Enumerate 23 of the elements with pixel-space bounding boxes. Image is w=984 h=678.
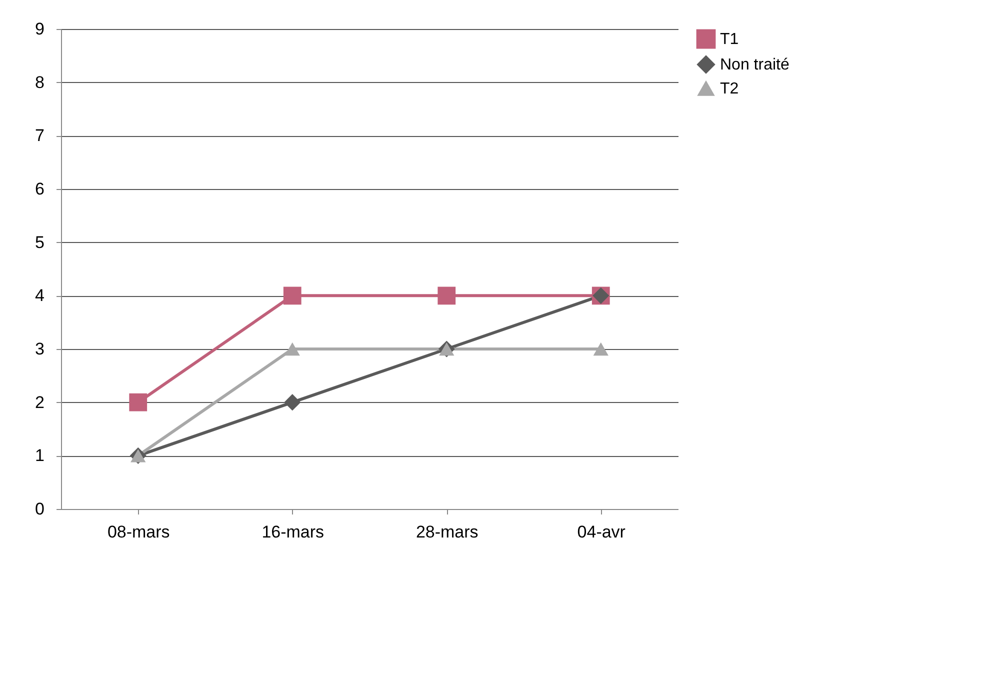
point: [438, 286, 456, 305]
x-tick-label: 08-mars: [107, 522, 170, 542]
point: [593, 342, 608, 356]
point: [283, 286, 302, 305]
y-tick-label: 0: [35, 500, 44, 518]
y-tick-label: 4: [35, 286, 44, 306]
y-tick-label: 2: [35, 392, 44, 412]
point: [284, 342, 300, 356]
x-tick-label: 16-mars: [262, 522, 324, 542]
y-tick-label: 9: [35, 20, 44, 38]
y-tick-label: 1: [35, 446, 44, 466]
y-tick-label: 3: [35, 340, 44, 358]
legend-label: Non traité: [720, 56, 790, 74]
point: [284, 394, 301, 411]
point: [129, 393, 148, 412]
y-tick-label: 8: [35, 72, 44, 92]
y-tick-label: 6: [35, 180, 44, 198]
y-tick-label: 5: [35, 232, 44, 252]
legend-label: T2: [720, 80, 739, 98]
y-tick-label: 7: [35, 126, 44, 146]
x-tick-label: 04-avr: [577, 522, 626, 542]
legend-label: T1: [720, 31, 739, 48]
x-tick-label: 28-mars: [416, 522, 478, 542]
